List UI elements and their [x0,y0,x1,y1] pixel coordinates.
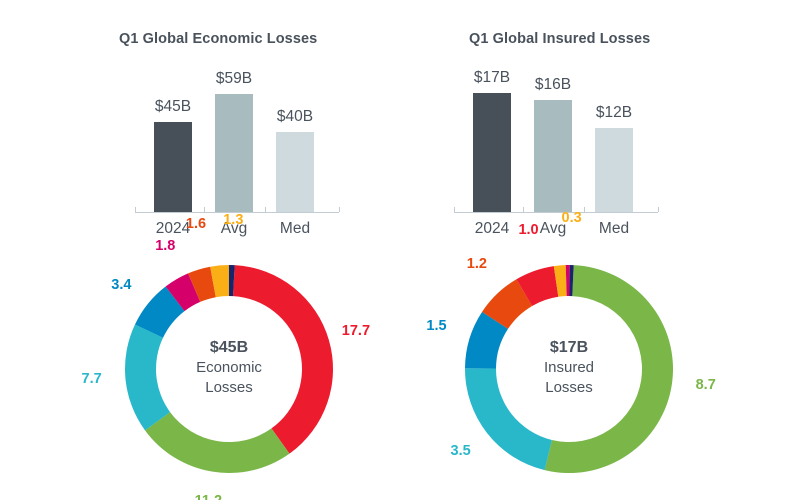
bar-axis-line [454,212,658,213]
economic-donut-line1: Economic [196,359,262,377]
bar-axis-tick [523,207,524,212]
economic-losses-bar-chart: $45B 2024 $59B Avg $40B Med [0,0,400,240]
bar-axis-tick [265,207,266,212]
donut-slice-label: 3.4 [111,276,132,293]
donut-slice-label: 1.5 [426,317,447,334]
insured-losses-donut-chart: $17B Insured Losses 8.7 3.5 1.5 1.2 1.0 0.3 [426,210,716,493]
bar-category-label-2024: 2024 [155,220,191,237]
donut-slice-label: 1.0 [518,222,539,239]
insured-donut-line1: Insured [543,359,595,377]
donut-slice-label: 17.7 [341,323,371,340]
donut-slice [125,324,171,431]
donut-slice-label: 7.7 [81,371,102,388]
donut-slice [233,265,334,454]
bar-category-label-med: Med [598,220,630,237]
bar-med [595,128,633,212]
insured-donut-line2: Losses [545,378,593,396]
donut-slice [228,265,235,297]
donut-slice [210,265,229,298]
donut-slice-label: 1.6 [185,216,207,233]
bar-value-label-avg: $16B [534,76,572,93]
donut-slice [544,265,673,473]
bar-category-label-2024: 2024 [474,220,510,237]
bar-avg [534,100,572,212]
bar-avg [215,94,253,212]
donut-slice-label: 11.2 [190,493,226,500]
bar-category-label-avg: Avg [539,220,567,237]
donut-ring [125,265,334,473]
economic-donut-line2: Losses [205,378,253,396]
donut-slice [569,265,574,297]
bar-value-label-med: $40B [276,108,314,125]
insured-bar-title: Q1 Global Insured Losses [469,31,651,47]
donut-slice-label: 8.7 [695,377,716,394]
donut-slice [465,368,552,471]
donut-slice [145,412,290,473]
bar-value-label-2024: $45B [154,98,192,115]
economic-losses-bar-panel: Q1 Global Economic Losses $45B 2024 $59B Av… [0,0,400,240]
bar-value-label-avg: $59B [215,70,253,87]
donut-slice [516,266,559,307]
economic-bar-title: Q1 Global Economic Losses [119,31,318,47]
donut-slice [134,286,185,338]
donut-slice-label: 1.2 [466,256,487,273]
bar-med [276,132,314,212]
bar-2024 [473,93,511,212]
bar-2024 [154,122,192,212]
bar-axis-tick [204,207,205,212]
bar-axis-tick [454,207,455,212]
donut-slice-label: 1.8 [155,238,176,255]
bar-axis-tick [339,207,340,212]
bar-value-label-2024: $17B [473,69,511,86]
donut-slice [553,265,567,297]
donut-slice-label: 1.3 [223,211,244,228]
bar-axis-tick [135,207,136,212]
donut-slice [188,266,216,302]
bar-value-label-med: $12B [595,104,633,121]
donut-slice-label: 0.3 [561,209,582,226]
donut-slice [482,279,533,329]
insured-losses-bar-panel: Q1 Global Insured Losses $17B 2024 $16B Avg… [400,0,800,240]
insured-donut-amount: $17B [549,339,589,356]
insured-losses-bar-chart: $17B 2024 $16B Avg $12B Med [400,0,800,240]
insured-donut-center-label: $17B Insured Losses [444,337,694,398]
economic-donut-amount: $45B [209,339,249,356]
donut-slice [165,273,201,312]
economic-donut-center-label: $45B Economic Losses [104,337,354,398]
donut-slice-label: 3.5 [450,443,471,460]
bar-axis-tick [658,207,659,212]
bar-category-label-med: Med [279,220,311,237]
donut-slice [565,265,570,297]
economic-losses-donut-chart: $45B Economic Losses 17.7 11.2 7.7 3.4 1.8 1.… [82,212,371,500]
bar-category-label-avg: Avg [220,220,248,237]
donut-ring [465,265,673,473]
donut-slice [465,311,508,369]
bar-axis-tick [584,207,585,212]
bar-axis-line [135,212,339,213]
